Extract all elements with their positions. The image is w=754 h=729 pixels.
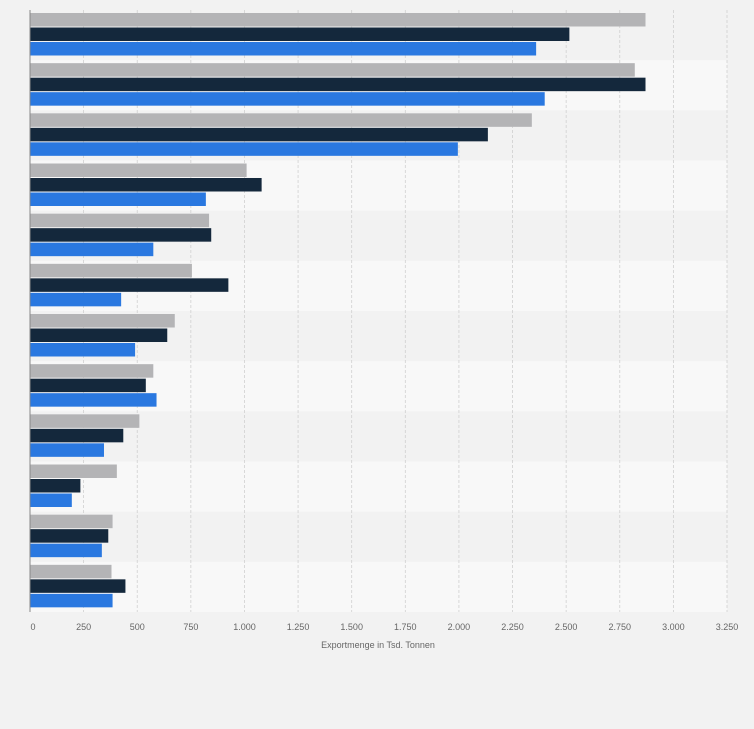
x-tick-label: 250	[76, 622, 91, 632]
bar	[30, 192, 206, 206]
gridlines	[83, 10, 728, 612]
x-tick-labels: 0 250 500 750 1.000 1.250 1.500 1.750 2.000 2.250…	[30, 622, 738, 632]
category-band	[30, 561, 727, 612]
bar	[30, 464, 117, 478]
category-band	[30, 511, 727, 562]
x-tick-label: 1.500	[340, 622, 363, 632]
bar	[30, 378, 146, 393]
bar	[30, 593, 113, 608]
bar	[30, 479, 81, 493]
bar	[30, 364, 154, 378]
x-tick-label: 2.000	[448, 622, 471, 632]
bar	[30, 263, 192, 278]
x-tick-label: 2.250	[501, 622, 524, 632]
x-tick-label: 3.250	[716, 622, 739, 632]
bars	[30, 13, 646, 608]
bar	[30, 77, 646, 92]
bar	[30, 292, 122, 307]
bar	[30, 579, 126, 593]
bar	[30, 13, 646, 27]
category-band	[30, 411, 727, 462]
bar	[30, 278, 229, 292]
bar	[30, 414, 140, 428]
x-axis-title: Exportmenge in Tsd. Tonnen	[321, 640, 435, 650]
bar	[30, 228, 212, 242]
bar	[30, 92, 545, 106]
category-band	[30, 461, 727, 512]
x-tick-label: 1.250	[287, 622, 310, 632]
bar	[30, 142, 458, 156]
x-tick-label: 500	[130, 622, 145, 632]
bar	[30, 529, 109, 543]
bar	[30, 314, 175, 328]
x-tick-label: 2.500	[555, 622, 578, 632]
bar	[30, 564, 112, 579]
bar	[30, 27, 570, 41]
x-tick-label: 2.750	[609, 622, 632, 632]
bar	[30, 63, 635, 77]
bar	[30, 163, 247, 177]
x-tick-label: 0	[30, 622, 35, 632]
bar	[30, 393, 157, 407]
bar	[30, 493, 72, 507]
x-tick-label: 1.000	[233, 622, 256, 632]
bar	[30, 242, 154, 257]
x-tick-label: 3.000	[662, 622, 685, 632]
bar	[30, 328, 168, 342]
bar	[30, 213, 210, 228]
x-tick-label: 750	[183, 622, 198, 632]
bar	[30, 127, 488, 142]
bar	[30, 443, 104, 457]
bar	[30, 543, 102, 558]
x-tick-label: 1.750	[394, 622, 417, 632]
bar	[30, 343, 136, 357]
bar	[30, 42, 537, 56]
bar	[30, 514, 113, 529]
bar	[30, 113, 532, 127]
bar	[30, 428, 124, 443]
bar	[30, 178, 262, 192]
